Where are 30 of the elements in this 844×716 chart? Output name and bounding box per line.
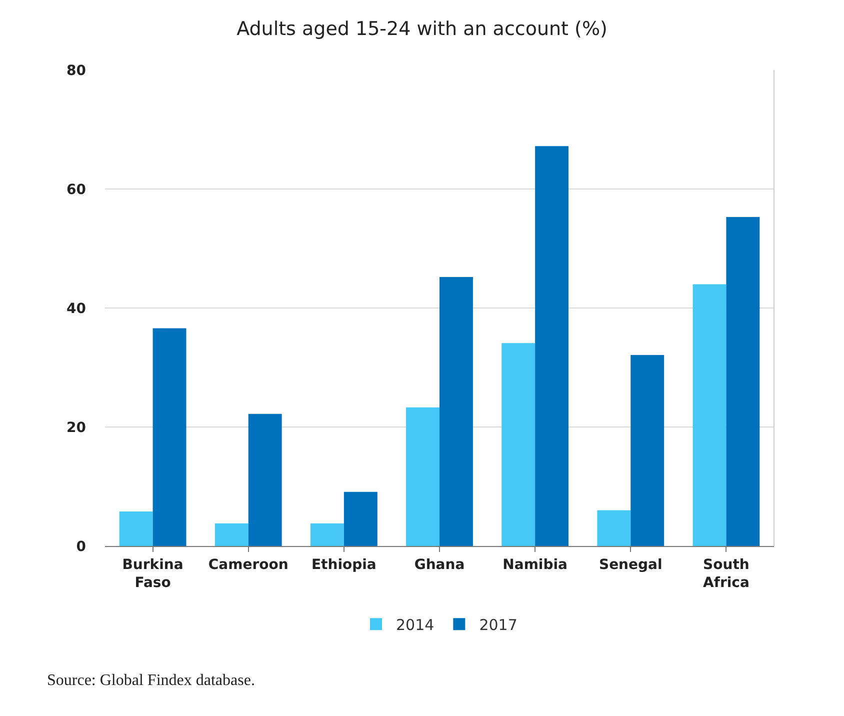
bar: [406, 407, 440, 546]
x-tick-label: Cameroon: [208, 556, 288, 573]
bar: [440, 277, 473, 546]
x-tick-label: Ethiopia: [311, 556, 376, 573]
x-tick-label: Senegal: [598, 556, 662, 573]
bar: [310, 523, 344, 546]
x-tick-label: Namibia: [502, 556, 568, 573]
y-tick-label: 40: [66, 300, 86, 317]
x-tick-label: Burkina Faso: [122, 556, 184, 591]
bar: [344, 492, 378, 546]
bar: [692, 284, 726, 546]
y-tick-label: 0: [76, 538, 86, 555]
y-tick-label: 20: [66, 420, 86, 436]
source-note: Source: Global Findex database.: [47, 672, 255, 689]
bar: [597, 510, 631, 546]
y-tick-label: 60: [66, 182, 86, 198]
bar: [502, 343, 536, 546]
bar: [630, 355, 664, 546]
bar: [248, 414, 282, 546]
chart-title: Adults aged 15-24 with an account (%): [236, 18, 608, 40]
bar: [535, 146, 569, 546]
legend-label: 2017: [479, 616, 518, 634]
bar: [726, 216, 760, 546]
x-tick-label: South Africa: [703, 556, 750, 591]
y-tick-label: 80: [66, 62, 86, 79]
bar: [214, 523, 248, 546]
bar: [119, 511, 153, 546]
x-tick-label: Ghana: [414, 556, 465, 573]
legend-label: 2014: [396, 616, 434, 634]
bar: [152, 328, 186, 546]
